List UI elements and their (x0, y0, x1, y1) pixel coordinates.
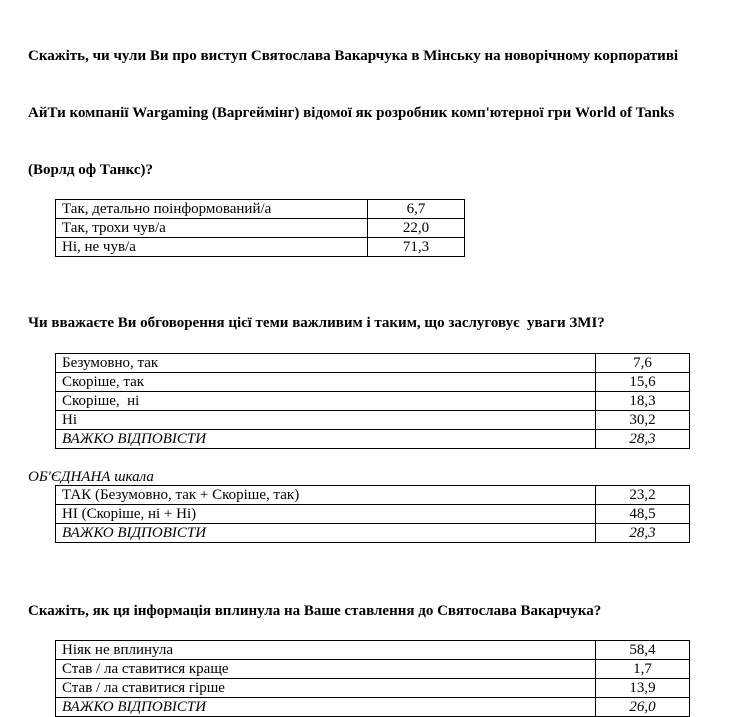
question-3-title-line-1: Скажіть, як ця інформація вплинула на Ва… (28, 603, 602, 619)
table-row: ВАЖКО ВІДПОВІСТИ 28,3 (55, 523, 690, 543)
answer-value-cell: 28,3 (595, 429, 690, 449)
question-2-title: Чи вважаєте Ви обговорення цієї теми важ… (28, 276, 723, 352)
answer-label-cell: НІ (Скоріше, ні + Ні) (55, 504, 596, 524)
answer-label-cell: Скоріше, так (55, 372, 596, 392)
answer-label-cell: ТАК (Безумовно, так + Скоріше, так) (55, 485, 596, 505)
table-row: Став / ла ставитися гірше 13,9 (55, 678, 690, 698)
table-row: НІ (Скоріше, ні + Ні) 48,5 (55, 504, 690, 524)
answer-label-cell: Став / ла ставитися краще (55, 659, 596, 679)
answer-value-cell: 28,3 (595, 523, 690, 543)
answer-label-cell: Так, трохи чув/а (55, 218, 368, 238)
answer-value-cell: 7,6 (595, 353, 690, 373)
answer-label-cell: Ні (55, 410, 596, 430)
answer-label-cell: Ні, не чув/а (55, 237, 368, 257)
answer-label-cell: Став / ла ставитися гірше (55, 678, 596, 698)
answer-value-cell: 58,4 (595, 640, 690, 660)
answer-value-cell: 15,6 (595, 372, 690, 392)
question-1-title: Скажіть, чи чули Ви про виступ Святослав… (28, 9, 723, 199)
table-row: ТАК (Безумовно, так + Скоріше, так) 23,2 (55, 485, 690, 505)
question-2-results-table: Безумовно, так 7,6 Скоріше, так 15,6 Ско… (55, 353, 690, 449)
answer-value-cell: 71,3 (367, 237, 465, 257)
table-row: ВАЖКО ВІДПОВІСТИ 26,0 (55, 697, 690, 717)
table-row: Ніяк не вплинула 58,4 (55, 640, 690, 660)
table-row: Так, трохи чув/а 22,0 (55, 218, 465, 238)
answer-label-cell: ВАЖКО ВІДПОВІСТИ (55, 429, 596, 449)
answer-label-cell: ВАЖКО ВІДПОВІСТИ (55, 697, 596, 717)
table-row: Скоріше, ні 18,3 (55, 391, 690, 411)
table-row: Ні 30,2 (55, 410, 690, 430)
answer-value-cell: 13,9 (595, 678, 690, 698)
answer-label-cell: ВАЖКО ВІДПОВІСТИ (55, 523, 596, 543)
answer-label-cell: Так, детально поінформований/а (55, 199, 368, 219)
table-row: Ні, не чув/а 71,3 (55, 237, 465, 257)
question-3-results-table: Ніяк не вплинула 58,4 Став / ла ставитис… (55, 640, 690, 717)
answer-value-cell: 6,7 (367, 199, 465, 219)
question-2-title-line-1: Чи вважаєте Ви обговорення цієї теми важ… (28, 315, 605, 331)
question-3-title: Скажіть, як ця інформація вплинула на Ва… (28, 564, 723, 640)
question-1-title-line-1: Скажіть, чи чули Ви про виступ Святослав… (28, 48, 679, 64)
answer-value-cell: 23,2 (595, 485, 690, 505)
answer-value-cell: 1,7 (595, 659, 690, 679)
answer-label-cell: Ніяк не вплинула (55, 640, 596, 660)
combined-scale-label: ОБ'ЄДНАНА шкала (28, 469, 154, 485)
table-row: Скоріше, так 15,6 (55, 372, 690, 392)
question-1-title-line-3: (Ворлд оф Танкс)? (28, 162, 154, 178)
table-row: ВАЖКО ВІДПОВІСТИ 28,3 (55, 429, 690, 449)
answer-value-cell: 26,0 (595, 697, 690, 717)
answer-label-cell: Скоріше, ні (55, 391, 596, 411)
table-row: Став / ла ставитися краще 1,7 (55, 659, 690, 679)
answer-value-cell: 22,0 (367, 218, 465, 238)
answer-value-cell: 48,5 (595, 504, 690, 524)
table-row: Так, детально поінформований/а 6,7 (55, 199, 465, 219)
combined-scale-table: ТАК (Безумовно, так + Скоріше, так) 23,2… (55, 485, 690, 543)
question-1-results-table: Так, детально поінформований/а 6,7 Так, … (55, 199, 465, 257)
answer-value-cell: 18,3 (595, 391, 690, 411)
answer-label-cell: Безумовно, так (55, 353, 596, 373)
table-row: Безумовно, так 7,6 (55, 353, 690, 373)
question-1-title-line-2: АйТи компанії Wargaming (Варгеймінг) від… (28, 105, 675, 121)
answer-value-cell: 30,2 (595, 410, 690, 430)
